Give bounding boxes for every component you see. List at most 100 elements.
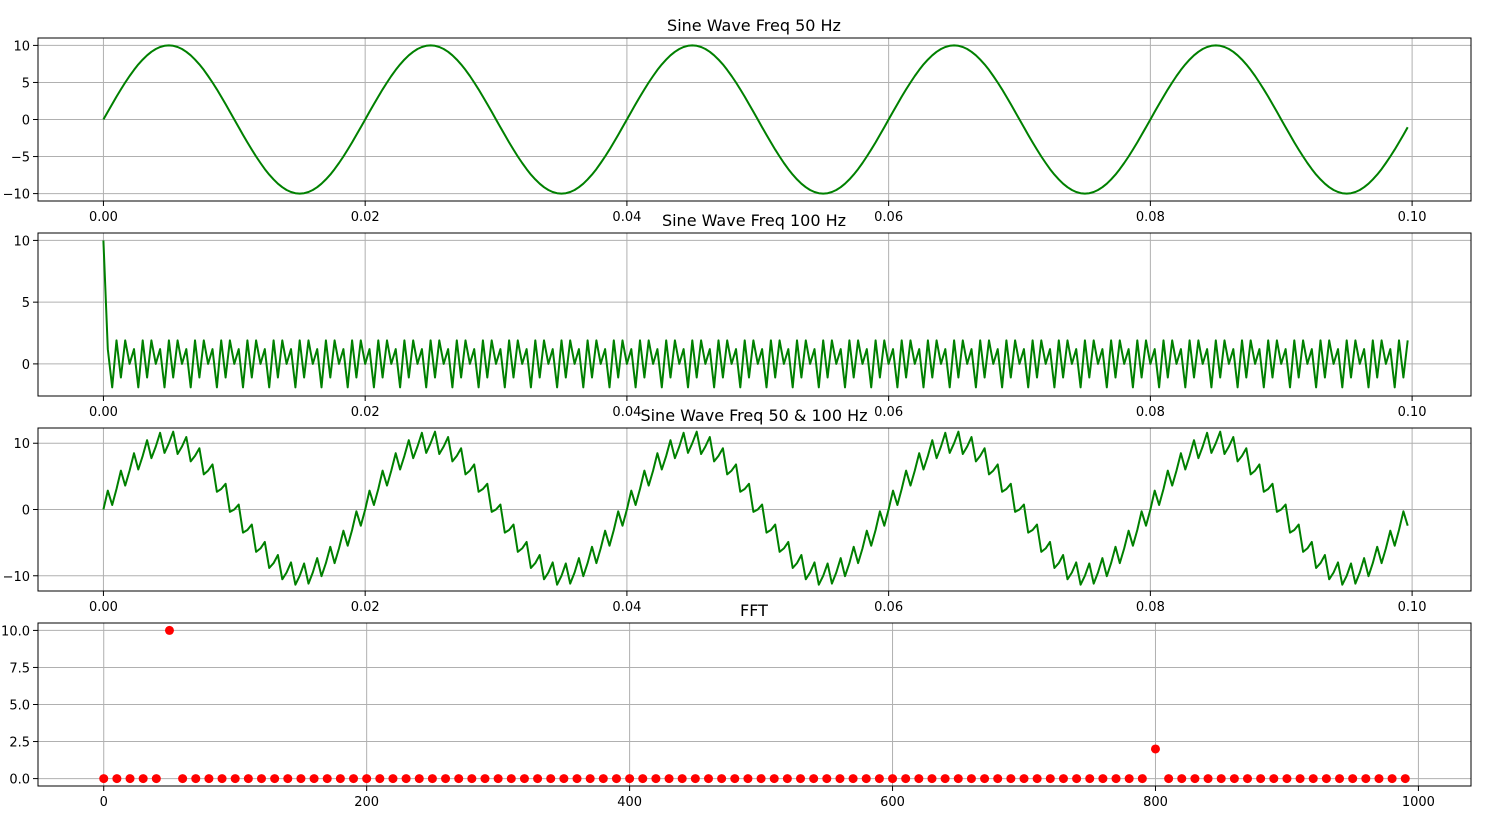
fft-point xyxy=(796,774,806,784)
y-tick-label: 10 xyxy=(13,437,30,452)
fft-point xyxy=(1256,774,1266,784)
fft-point xyxy=(1203,774,1213,784)
fft-point xyxy=(940,774,950,784)
y-tick-label: 10 xyxy=(13,39,30,54)
fft-point xyxy=(349,774,359,784)
y-tick-label: −5 xyxy=(11,151,30,166)
fft-point xyxy=(1098,774,1108,784)
x-tick-label: 0.10 xyxy=(1398,210,1427,225)
fft-point xyxy=(1019,774,1029,784)
fft-point xyxy=(1032,774,1042,784)
fft-point xyxy=(809,774,819,784)
y-tick-label: 0 xyxy=(22,114,30,129)
x-tick-label: 0.08 xyxy=(1136,600,1165,615)
fft-point xyxy=(1282,774,1292,784)
fft-point xyxy=(769,774,779,784)
y-tick-label: 0 xyxy=(22,358,30,373)
fft-point xyxy=(164,625,174,635)
fft-point xyxy=(427,774,437,784)
fft-point xyxy=(375,774,385,784)
fft-point xyxy=(362,774,372,784)
subplot-fft: FFT 0 200 400 600 800 1000 10.0 7.5 5.0 2.5 0.0 xyxy=(1,601,1472,810)
fft-point xyxy=(1243,774,1253,784)
fft-point xyxy=(1361,774,1371,784)
y-tick-label: 5.0 xyxy=(9,699,30,714)
fft-point xyxy=(283,774,293,784)
fft-point xyxy=(677,774,687,784)
fft-point xyxy=(703,774,713,784)
x-tick-label: 0.04 xyxy=(612,600,641,615)
fft-point xyxy=(1295,774,1305,784)
fft-point xyxy=(638,774,648,784)
fft-point xyxy=(1190,774,1200,784)
x-tick-label: 0.02 xyxy=(351,600,380,615)
fft-point xyxy=(980,774,990,784)
series-line xyxy=(102,240,1409,389)
fft-point xyxy=(506,774,516,784)
fft-point xyxy=(1269,774,1279,784)
subplot-sine-50hz: Sine Wave Freq 50 Hz 0.00 0.02 0.04 0.06 0.0… xyxy=(3,16,1472,225)
plot-frame xyxy=(37,232,1472,397)
fft-point xyxy=(1229,774,1239,784)
fft-point xyxy=(1387,774,1397,784)
x-tick-label: 0.10 xyxy=(1398,600,1427,615)
fft-point xyxy=(138,774,148,784)
fft-point xyxy=(191,774,201,784)
fft-point xyxy=(1374,774,1384,784)
x-tick-label: 0.06 xyxy=(874,405,903,420)
x-tick-label: 0.02 xyxy=(351,210,380,225)
x-tick-label: 0.00 xyxy=(89,405,118,420)
fft-point xyxy=(480,774,490,784)
fft-point xyxy=(296,774,306,784)
subplot-title: Sine Wave Freq 50 & 100 Hz xyxy=(640,406,867,425)
x-tick-label: 0.00 xyxy=(89,210,118,225)
fft-point xyxy=(1321,774,1331,784)
fft-point xyxy=(1111,774,1121,784)
y-tick-label: −10 xyxy=(3,570,30,585)
fft-point xyxy=(611,774,621,784)
fft-point xyxy=(1150,744,1160,754)
fft-point xyxy=(651,774,661,784)
x-tick-label: 0.04 xyxy=(612,405,641,420)
fft-point xyxy=(690,774,700,784)
fft-point xyxy=(1308,774,1318,784)
fft-point xyxy=(585,774,595,784)
fft-point xyxy=(467,774,477,784)
fft-point xyxy=(1072,774,1082,784)
fft-point xyxy=(1006,774,1016,784)
subplot-sine-100hz: Sine Wave Freq 100 Hz 0.00 0.02 0.04 0.06 0.… xyxy=(13,211,1472,420)
fft-point xyxy=(1164,774,1174,784)
fft-point xyxy=(256,774,266,784)
fft-point xyxy=(533,774,543,784)
fft-point xyxy=(441,774,451,784)
fft-point xyxy=(888,774,898,784)
subplot-title: FFT xyxy=(740,601,768,620)
fft-point xyxy=(217,774,227,784)
fft-point xyxy=(861,774,871,784)
fft-point xyxy=(953,774,963,784)
y-tick-label: 2.5 xyxy=(9,736,30,751)
fft-point xyxy=(243,774,253,784)
y-tick-label: 7.5 xyxy=(9,661,30,676)
fft-point xyxy=(1085,774,1095,784)
fft-point xyxy=(178,774,188,784)
fft-point xyxy=(1335,774,1345,784)
fft-point xyxy=(204,774,214,784)
fft-point xyxy=(625,774,635,784)
fft-point xyxy=(1177,774,1187,784)
fft-point xyxy=(125,774,135,784)
fft-point xyxy=(664,774,674,784)
fft-point xyxy=(914,774,924,784)
fft-point xyxy=(927,774,937,784)
x-tick-label: 0.08 xyxy=(1136,405,1165,420)
fft-point xyxy=(401,774,411,784)
x-tick-label: 0.06 xyxy=(874,210,903,225)
x-tick-label: 0.02 xyxy=(351,405,380,420)
x-tick-label: 0.04 xyxy=(612,210,641,225)
series-line xyxy=(102,430,1409,586)
fft-point xyxy=(901,774,911,784)
y-tick-label: 0 xyxy=(22,504,30,519)
fft-point xyxy=(1045,774,1055,784)
fft-point xyxy=(99,774,109,784)
fft-point xyxy=(322,774,332,784)
